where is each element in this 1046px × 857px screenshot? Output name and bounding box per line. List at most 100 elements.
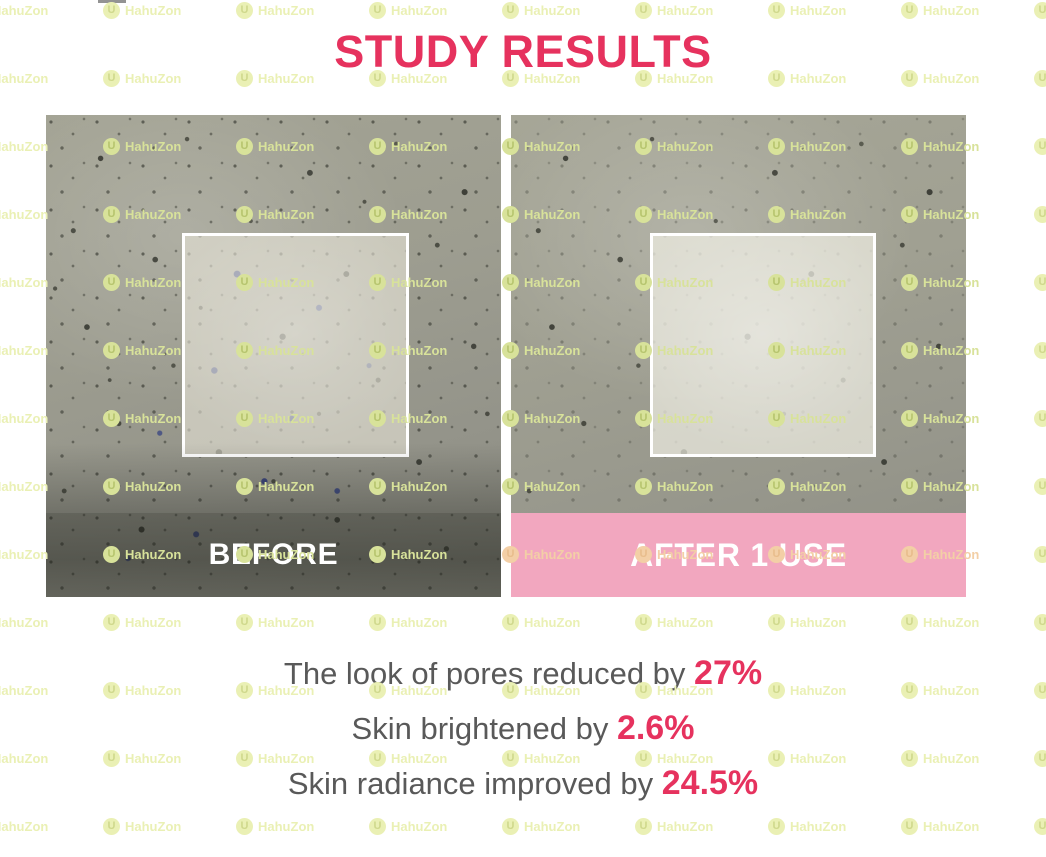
watermark-label: HahuZon — [391, 615, 448, 630]
watermark: U HahuZon — [369, 818, 447, 835]
watermark: U HahuZon — [502, 614, 580, 631]
top-cutoff-sliver — [98, 0, 126, 3]
before-label-band: BEFORE — [46, 513, 501, 597]
watermark-label: HahuZon — [0, 139, 49, 154]
watermark-label: HahuZon — [0, 615, 49, 630]
watermark-label: HahuZon — [258, 3, 315, 18]
watermark: U HahuZon — [768, 614, 846, 631]
stat-line: Skin radiance improved by 24.5% — [0, 756, 1046, 811]
watermark-label: HahuZon — [0, 207, 49, 222]
watermark-label: HahuZon — [657, 819, 714, 834]
watermark-logo-icon: U — [768, 818, 785, 835]
stat-value: 24.5% — [661, 764, 759, 802]
watermark-logo-icon: U — [635, 2, 652, 19]
watermark-logo-icon: U — [502, 614, 519, 631]
watermark-label: HahuZon — [790, 615, 847, 630]
watermark: U HahuZon — [236, 2, 314, 19]
watermark-label: HahuZon — [258, 819, 315, 834]
watermark: U HahuZon — [369, 614, 447, 631]
watermark-label: HahuZon — [0, 819, 49, 834]
watermark-logo-icon: U — [103, 2, 120, 19]
watermark-logo-icon: U — [1034, 546, 1046, 563]
watermark-logo-icon: U — [1034, 206, 1046, 223]
after-inset-region — [650, 233, 876, 457]
watermark-logo-icon: U — [1034, 2, 1046, 19]
watermark-logo-icon: U — [103, 818, 120, 835]
watermark-label: HahuZon — [657, 3, 714, 18]
watermark: U HahuZon — [103, 818, 181, 835]
watermark-logo-icon: U — [236, 614, 253, 631]
before-inset-region — [182, 233, 409, 457]
watermark-logo-icon: U — [1034, 274, 1046, 291]
watermark-logo-icon: U — [768, 2, 785, 19]
stat-text: Skin brightened by — [351, 711, 617, 746]
stat-line: Skin brightened by 2.6% — [0, 701, 1046, 756]
watermark-label: HahuZon — [391, 3, 448, 18]
after-label: AFTER 1 USE — [630, 536, 847, 573]
watermark-label: HahuZon — [524, 819, 581, 834]
watermark-logo-icon: U — [1034, 342, 1046, 359]
watermark-logo-icon: U — [103, 614, 120, 631]
watermark-label: HahuZon — [0, 479, 49, 494]
watermark-logo-icon: U — [1034, 818, 1046, 835]
watermark: U HahuZon — [502, 818, 580, 835]
stat-text: Skin radiance improved by — [287, 766, 662, 801]
watermark-label: HahuZon — [657, 615, 714, 630]
watermark-label: HahuZon — [790, 819, 847, 834]
watermark-logo-icon: U — [502, 818, 519, 835]
watermark-logo-icon: U — [502, 2, 519, 19]
watermark-label: HahuZon — [0, 411, 49, 426]
stat-value: 2.6% — [616, 709, 695, 747]
watermark-logo-icon: U — [369, 818, 386, 835]
watermark-label: HahuZon — [0, 343, 49, 358]
watermark-label: HahuZon — [524, 615, 581, 630]
watermark-label: HahuZon — [391, 819, 448, 834]
watermark-label: HahuZon — [923, 819, 980, 834]
watermark-logo-icon: U — [901, 614, 918, 631]
stats-list: The look of pores reduced by 27% Skin br… — [0, 646, 1046, 811]
before-panel: BEFORE — [46, 115, 501, 597]
watermark-logo-icon: U — [635, 818, 652, 835]
watermark-logo-icon: U — [901, 2, 918, 19]
watermark-logo-icon: U — [768, 614, 785, 631]
stat-text: The look of pores reduced by — [283, 656, 695, 691]
watermark: U HahuZon — [502, 2, 580, 19]
watermark-label: HahuZon — [125, 3, 182, 18]
before-after-comparison: BEFORE AFTER 1 USE — [46, 115, 966, 597]
watermark-label: HahuZon — [923, 3, 980, 18]
watermark-label: HahuZon — [125, 819, 182, 834]
watermark-logo-icon: U — [236, 2, 253, 19]
watermark-logo-icon: U — [369, 614, 386, 631]
after-panel: AFTER 1 USE — [511, 115, 966, 597]
watermark-label: HahuZon — [0, 275, 49, 290]
watermark-label: HahuZon — [524, 3, 581, 18]
watermark-logo-icon: U — [236, 818, 253, 835]
watermark: U HahuZon — [635, 2, 713, 19]
page-title: STUDY RESULTS — [334, 26, 712, 77]
after-label-band: AFTER 1 USE — [511, 513, 966, 597]
